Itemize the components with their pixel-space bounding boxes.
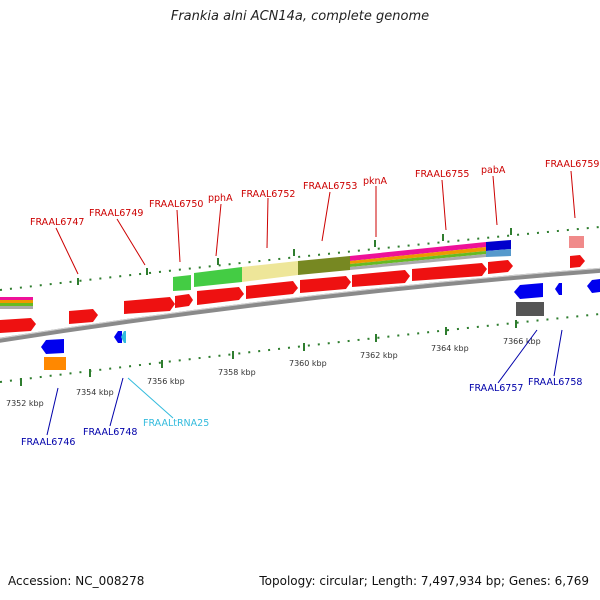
kbp-label: 7354 kbp [76,388,114,397]
reverse-major-ticks [20,320,517,386]
gene-label-reverse[interactable]: FRAAL6758 [528,377,582,388]
forward-scale-track [0,226,600,291]
gene-label-reverse[interactable]: FRAAL6757 [469,383,523,394]
forward-leader-lines [55,170,576,275]
gene-label-forward[interactable]: FRAAL6750 [149,199,203,210]
genome-backbone-highlight [0,267,600,339]
kbp-label: 7352 kbp [6,399,44,408]
page-title: Frankia alni ACN14a, complete genome [170,9,430,24]
gene-label-forward[interactable]: FRAAL6747 [30,217,84,228]
gene-label-trna[interactable]: FRAALtRNA25 [143,418,209,429]
gene-label-forward[interactable]: pknA [363,176,388,187]
gene-label-forward[interactable]: FRAAL6755 [415,169,469,180]
genome-summary-text: Topology: circular; Length: 7,497,934 bp… [259,574,589,588]
reverse-gene-blocks [41,279,600,370]
gene-label-reverse[interactable]: FRAAL6748 [83,427,137,438]
gene-label-forward[interactable]: FRAAL6759 [545,159,599,170]
accession-text: Accession: NC_008278 [8,574,145,588]
reverse-leader-lines [46,329,563,436]
forward-major-ticks [77,228,512,285]
trna-leader-line [127,377,174,419]
gene-label-forward[interactable]: FRAAL6753 [303,181,357,192]
gene-label-forward[interactable]: pphA [208,193,233,204]
kbp-label: 7362 kbp [360,351,398,360]
kbp-label: 7360 kbp [289,359,327,368]
kbp-label: 7366 kbp [503,337,541,346]
kbp-label: 7358 kbp [218,368,256,377]
gene-label-reverse[interactable]: FRAAL6746 [21,437,75,448]
genome-backbone [0,267,600,343]
gene-label-forward[interactable]: FRAAL6749 [89,208,143,219]
kbp-label: 7364 kbp [431,344,469,353]
gene-label-forward[interactable]: pabA [481,165,506,176]
annotation-band-left [0,297,33,309]
annotation-bands [173,240,511,291]
gene-label-forward[interactable]: FRAAL6752 [241,189,295,200]
kbp-label: 7356 kbp [147,377,185,386]
forward-gene-blocks [0,236,585,333]
